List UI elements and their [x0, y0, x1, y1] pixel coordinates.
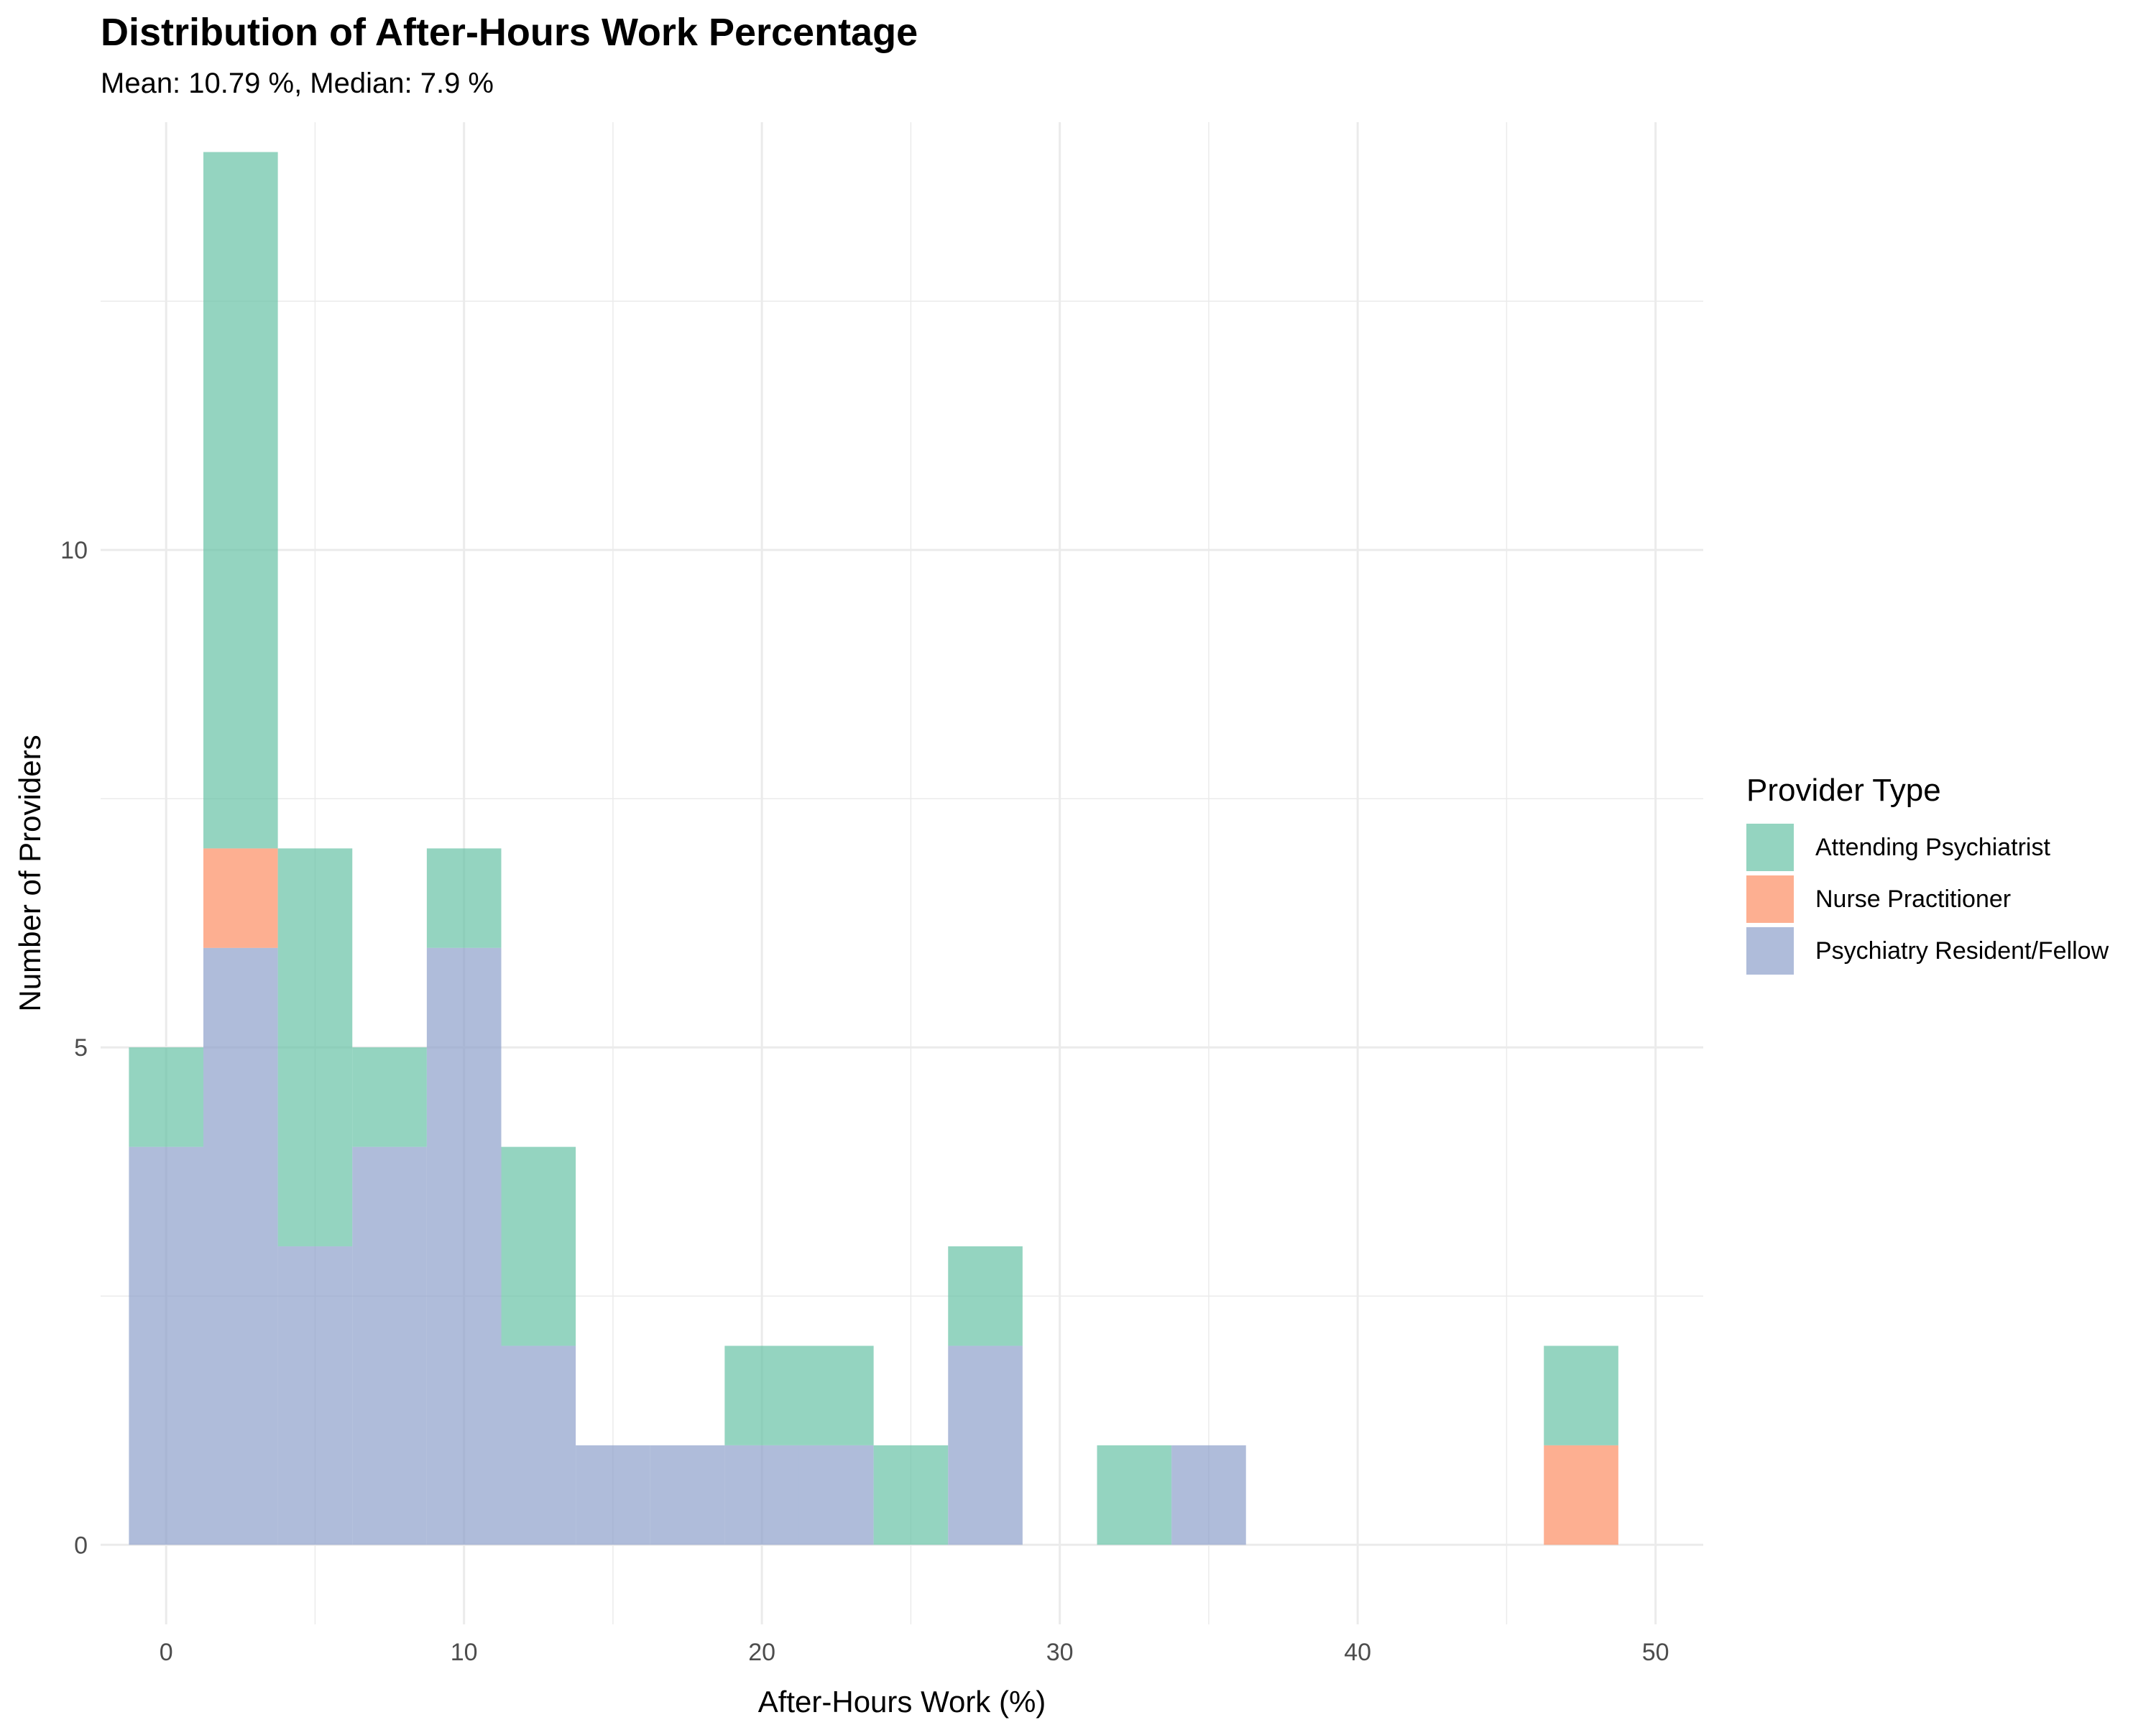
histogram-bar — [203, 848, 278, 948]
histogram-bar — [948, 1346, 1023, 1545]
x-tick-labels: 0 10 20 30 40 50 — [160, 1639, 1669, 1666]
legend-item: Psychiatry Resident/Fellow — [1746, 925, 2109, 977]
legend-items: Attending Psychiatrist Nurse Practitioner… — [1746, 822, 2109, 977]
x-tick-label: 30 — [1046, 1639, 1074, 1666]
y-tick-label: 10 — [60, 537, 88, 564]
legend-item: Nurse Practitioner — [1746, 873, 2109, 925]
x-tick-label: 50 — [1642, 1639, 1669, 1666]
y-axis-title: Number of Providers — [13, 735, 47, 1011]
histogram-bar — [129, 1146, 204, 1545]
histogram-bar — [277, 848, 353, 1247]
histogram-bar — [203, 152, 278, 849]
histogram-bar — [426, 848, 502, 948]
histogram-bar — [724, 1445, 799, 1545]
chart-title: Distribution of After-Hours Work Percent… — [101, 11, 918, 54]
histogram-bar — [277, 1246, 353, 1545]
bars — [129, 152, 1618, 1545]
legend-title: Provider Type — [1746, 773, 1941, 808]
y-tick-labels: 0 5 10 — [60, 537, 88, 1559]
x-axis-title: After-Hours Work (%) — [758, 1685, 1046, 1719]
legend-key — [1746, 824, 1794, 871]
legend: Provider Type Attending Psychiatrist Nurs… — [1746, 773, 2109, 977]
chart-subtitle: Mean: 10.79 %, Median: 7.9 % — [101, 68, 494, 99]
legend-key — [1746, 927, 1794, 975]
histogram-bar — [798, 1346, 874, 1445]
histogram-bar — [798, 1445, 874, 1545]
histogram-bar — [650, 1445, 725, 1545]
x-tick-label: 20 — [748, 1639, 775, 1666]
histogram-bar — [501, 1146, 576, 1346]
histogram-bar — [576, 1445, 650, 1545]
histogram-bar — [352, 1047, 427, 1147]
histogram-bar — [724, 1346, 799, 1445]
y-tick-label: 5 — [74, 1034, 88, 1062]
legend-label: Attending Psychiatrist — [1815, 833, 2050, 861]
histogram-bar — [501, 1346, 576, 1545]
histogram-bar — [352, 1146, 427, 1545]
x-tick-label: 40 — [1344, 1639, 1371, 1666]
y-tick-label: 0 — [74, 1532, 88, 1559]
x-tick-label: 10 — [451, 1639, 478, 1666]
histogram-bar — [1544, 1445, 1618, 1545]
histogram-bar — [1544, 1346, 1618, 1445]
histogram-bar — [873, 1445, 949, 1545]
histogram-bar — [129, 1047, 204, 1147]
x-tick-label: 0 — [160, 1639, 173, 1666]
histogram-bar — [426, 947, 502, 1545]
histogram-bar — [1097, 1445, 1172, 1545]
histogram-bar — [203, 947, 278, 1545]
histogram-bar — [1171, 1445, 1246, 1545]
legend-item: Attending Psychiatrist — [1746, 822, 2109, 873]
legend-key — [1746, 875, 1794, 923]
legend-label: Nurse Practitioner — [1815, 885, 2012, 913]
legend-label: Psychiatry Resident/Fellow — [1815, 937, 2109, 965]
histogram-bar — [948, 1246, 1023, 1346]
